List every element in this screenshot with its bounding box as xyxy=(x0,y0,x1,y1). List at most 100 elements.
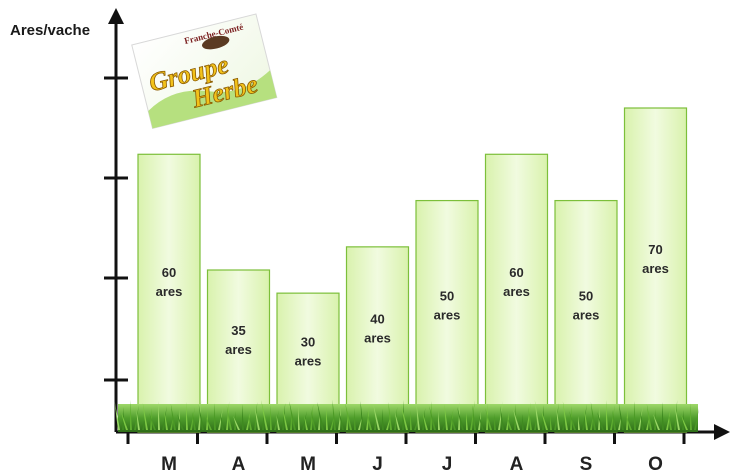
grass-blade xyxy=(386,414,391,430)
value-label-number: 50 xyxy=(440,288,454,303)
category-label: M xyxy=(161,454,177,475)
grass-blade xyxy=(450,414,456,430)
category-label: A xyxy=(232,454,246,475)
grass-blade xyxy=(582,404,587,430)
grass-blade xyxy=(668,412,672,430)
category-label: A xyxy=(510,454,524,475)
groupe-herbe-logo: Franche-Comté Groupe Herbe xyxy=(131,13,278,130)
grass-blade xyxy=(226,406,232,430)
grass-blade xyxy=(498,401,503,430)
grass-blade xyxy=(522,414,524,430)
grass-blade xyxy=(625,413,632,430)
grass-blade xyxy=(130,400,132,430)
grass-blade xyxy=(360,401,364,430)
grass-blade xyxy=(694,408,699,430)
grass-blade xyxy=(556,408,560,430)
grass-blade xyxy=(164,411,168,430)
grass-blade xyxy=(304,416,308,430)
grass-blade xyxy=(136,410,140,430)
grass-blade xyxy=(358,413,363,430)
grass-blade xyxy=(346,415,348,430)
grass-blade xyxy=(584,409,588,430)
grass-blade xyxy=(274,410,279,430)
grass-blade xyxy=(662,402,664,430)
grass-blade xyxy=(618,415,622,430)
grass-blade xyxy=(438,411,440,430)
grass-blade xyxy=(330,412,335,430)
logo-cow xyxy=(202,35,230,50)
y-ticks xyxy=(104,76,128,382)
grass-blade xyxy=(646,404,652,430)
category-label: J xyxy=(442,454,453,475)
value-label-number: 70 xyxy=(648,242,662,257)
y-axis-arrow xyxy=(108,8,124,24)
value-label-number: 60 xyxy=(509,265,523,280)
grass-blade xyxy=(242,404,244,430)
bar-j-4 xyxy=(415,199,479,433)
grass-blade xyxy=(478,415,484,430)
grass-blade xyxy=(394,412,400,430)
grass-blade xyxy=(541,410,548,430)
grass-blade xyxy=(681,415,688,430)
x-axis-arrow xyxy=(714,424,730,440)
grass-blade xyxy=(177,414,184,430)
grass-blade xyxy=(429,406,436,430)
grass-blade xyxy=(262,412,264,430)
grass-blade xyxy=(410,410,412,430)
category-label: M xyxy=(300,454,316,475)
grass-blade xyxy=(534,412,538,430)
value-labels: 60 ares 35 ares 30 ares 40 ares 50 ares 60 ares 50 ar… xyxy=(156,242,669,369)
grass-blade xyxy=(646,416,650,430)
grass-blade xyxy=(500,406,504,430)
grass-blade xyxy=(114,402,120,430)
grass-blade xyxy=(374,416,376,430)
grass-blade xyxy=(261,400,268,430)
value-label-unit: ares xyxy=(503,284,530,299)
grass-blade xyxy=(121,412,128,430)
grass-blade xyxy=(442,416,447,430)
grass-blade xyxy=(218,408,223,430)
grass-blade xyxy=(220,413,224,430)
grass-blade xyxy=(578,416,580,430)
bar-j-3 xyxy=(345,246,410,433)
grass-blade xyxy=(466,412,468,430)
grass-blades xyxy=(114,400,699,430)
grass-blade xyxy=(534,400,540,430)
grass-blade xyxy=(366,411,372,430)
grass-blade xyxy=(569,411,576,430)
grass-blade xyxy=(416,403,420,430)
grass-blade xyxy=(457,407,464,430)
value-label-unit: ares xyxy=(156,284,183,299)
grass-blade xyxy=(690,403,692,430)
grass-blade xyxy=(388,402,392,430)
grass-blade xyxy=(192,412,196,430)
grass-blade xyxy=(382,409,384,430)
grass-blade xyxy=(170,404,176,430)
grass-blade xyxy=(653,414,660,430)
grass-blade xyxy=(422,413,428,430)
grass-blade xyxy=(610,405,615,430)
value-label-number: 50 xyxy=(579,288,593,303)
category-label: S xyxy=(580,454,593,475)
grass-blade xyxy=(233,416,240,430)
grass-blade xyxy=(142,415,146,430)
grass-blade xyxy=(345,403,352,430)
value-label-unit: ares xyxy=(364,330,391,345)
grass-blade xyxy=(270,405,272,430)
grass-blade xyxy=(214,403,216,430)
value-label-number: 35 xyxy=(231,323,245,338)
value-label-number: 40 xyxy=(370,311,384,326)
grass-blade xyxy=(597,412,604,430)
grass-blade xyxy=(640,411,644,430)
grass-blade xyxy=(186,402,188,430)
grass-blade xyxy=(354,408,356,430)
grass-blade xyxy=(638,406,643,430)
grass-blade xyxy=(254,407,260,430)
value-label-unit: ares xyxy=(295,354,322,369)
grass-blade xyxy=(612,410,616,430)
grass-blade xyxy=(276,415,280,430)
grass-blade xyxy=(444,404,448,430)
